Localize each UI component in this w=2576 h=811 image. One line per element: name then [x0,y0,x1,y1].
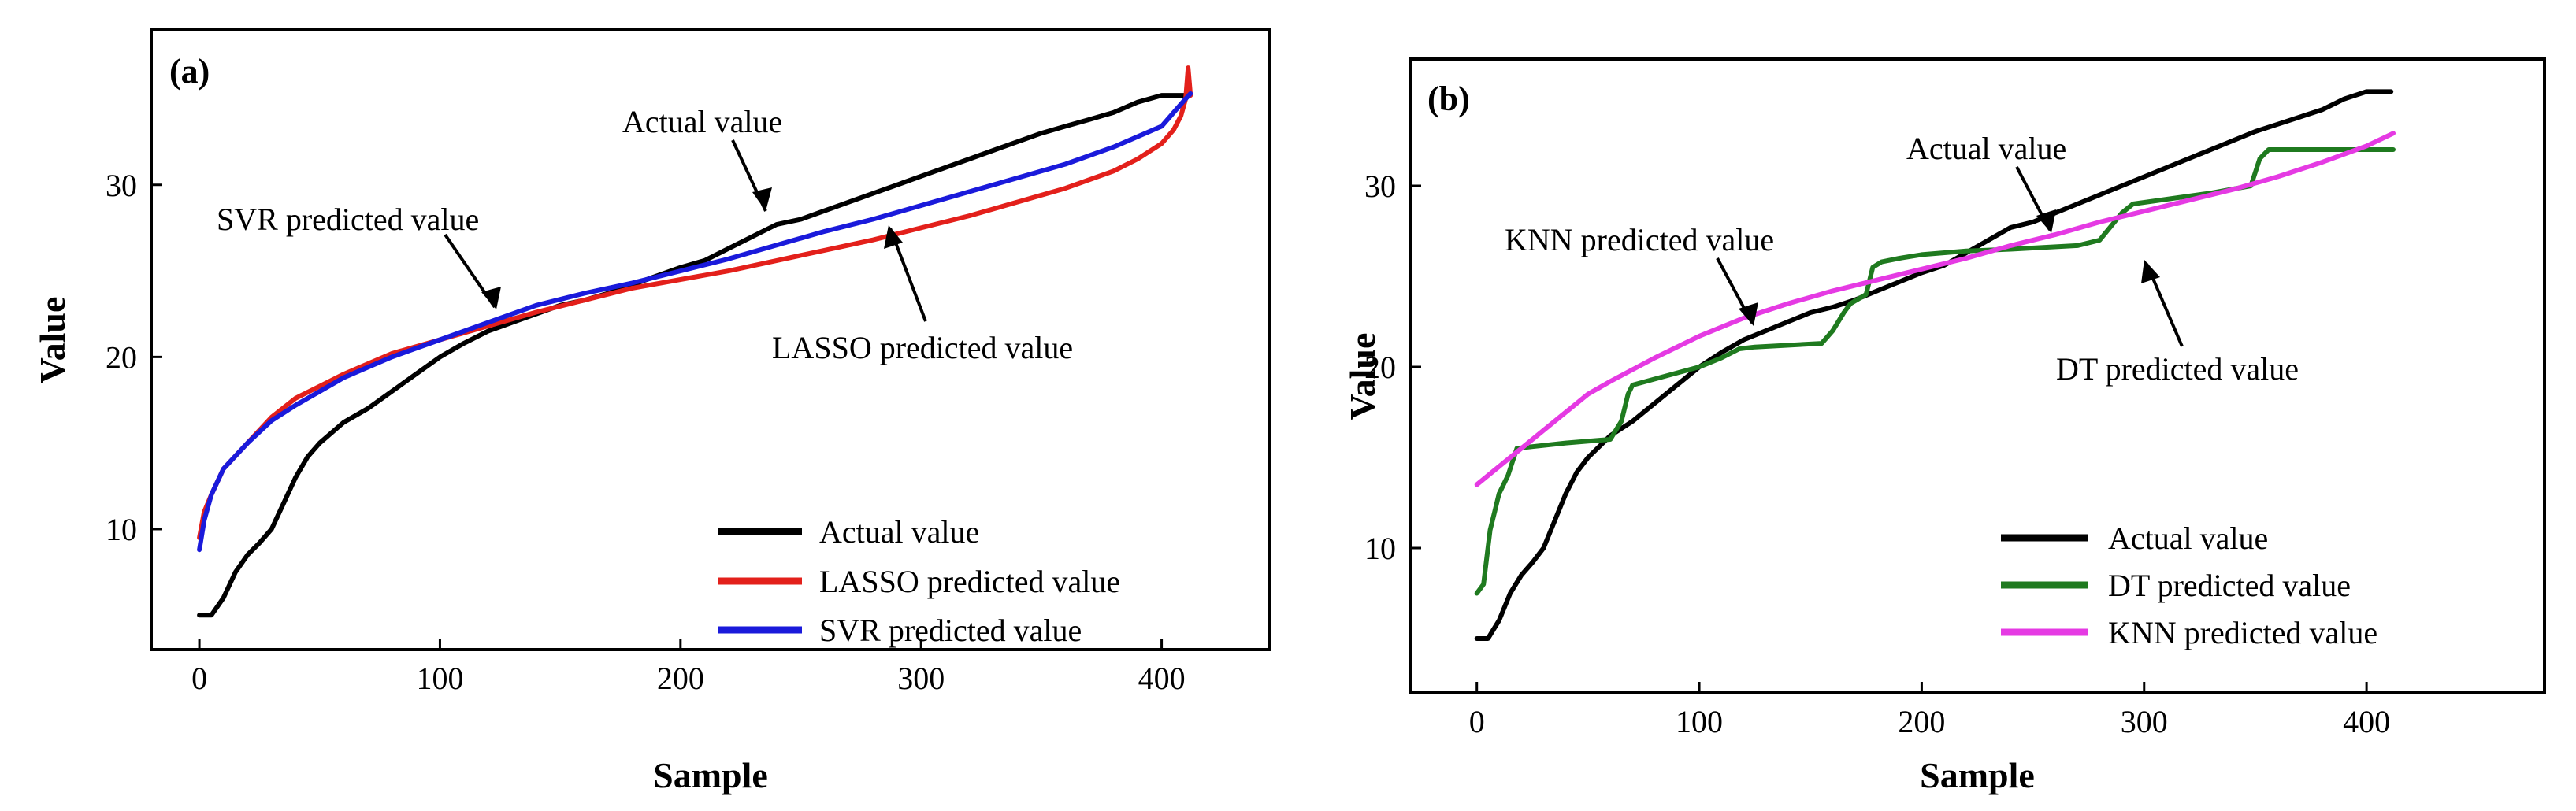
legend-entry: LASSO predicted value [718,564,1120,599]
annotation-actual: Actual value [1906,131,2066,233]
x-tick-label: 200 [657,661,704,696]
y-tick-label: 20 [1364,350,1396,385]
x-axis-title: Sample [1920,755,2035,795]
x-tick-label: 300 [897,661,945,696]
tick-group: 0 100 200 300 400 10 20 30 [106,168,1186,696]
y-tick-label: 10 [1364,531,1396,566]
annotation-dt: DT predicted value [2056,260,2299,387]
annotation-text: LASSO predicted value [772,330,1073,365]
tick-group: 0 100 200 300 400 10 20 30 [1364,168,2390,739]
arrowhead [752,187,772,211]
arrowhead [2036,209,2056,233]
legend: Actual value LASSO predicted value SVR p… [718,514,1120,648]
annotation-text: DT predicted value [2056,351,2299,387]
legend-label: Actual value [2108,520,2268,556]
panel-label: (a) [169,52,210,91]
y-axis-title: Value [32,297,72,384]
panel-a: (a) 0 100 200 300 400 10 20 30 Sample Value Act… [32,28,1271,795]
series-group [197,65,1193,618]
x-tick-label: 0 [191,661,207,696]
y-axis-title: Value [1342,333,1383,420]
arrowhead [1739,302,1758,326]
legend-label: SVR predicted value [819,613,1082,648]
x-tick-label: 400 [2343,704,2390,739]
annotation-knn: KNN predicted value [1505,222,1774,326]
legend-entry: Actual value [2001,520,2268,556]
y-tick-label: 30 [1364,168,1396,204]
legend-entry: SVR predicted value [718,613,1082,648]
panel-b: (b) 0 100 200 300 400 10 20 30 Sample Value Act… [1342,57,2546,795]
annotation-text: KNN predicted value [1505,222,1774,257]
legend-entry: DT predicted value [2001,568,2351,603]
annotation-text: Actual value [1906,131,2066,166]
legend-label: KNN predicted value [2108,615,2377,650]
legend-label: Actual value [819,514,979,550]
annotation-lasso: LASSO predicted value [772,225,1073,365]
arrowhead [481,287,501,309]
arrowhead [2141,260,2160,283]
y-tick-label: 10 [106,512,137,547]
arrowhead [884,225,903,249]
x-tick-label: 200 [1898,704,1945,739]
series-line-lasso-predicted-value [197,65,1193,540]
legend: Actual value DT predicted value KNN pred… [2001,520,2377,650]
legend-label: LASSO predicted value [819,564,1120,599]
x-tick-label: 0 [1469,704,1485,739]
y-tick-label: 30 [106,168,137,203]
x-tick-label: 100 [416,661,463,696]
x-axis-title: Sample [653,755,768,795]
series-line-actual-value [1474,89,2394,641]
annotation-text: Actual value [622,104,782,139]
plot-frame [150,28,1271,651]
legend-entry: KNN predicted value [2001,615,2377,650]
annotation-svr: SVR predicted value [217,202,501,309]
legend-label: DT predicted value [2108,568,2351,603]
annotation-text: SVR predicted value [217,202,479,237]
x-tick-label: 300 [2121,704,2168,739]
legend-entry: Actual value [718,514,979,550]
series-group [1474,89,2396,641]
y-tick-label: 20 [106,339,137,375]
x-tick-label: 100 [1676,704,1723,739]
plot-frame [1409,57,2546,694]
annotation-actual: Actual value [622,104,782,212]
x-tick-label: 400 [1138,661,1186,696]
panel-label: (b) [1427,80,1470,118]
series-line-svr-predicted-value [197,91,1193,553]
series-line-knn-predicted-value [1474,131,2396,487]
